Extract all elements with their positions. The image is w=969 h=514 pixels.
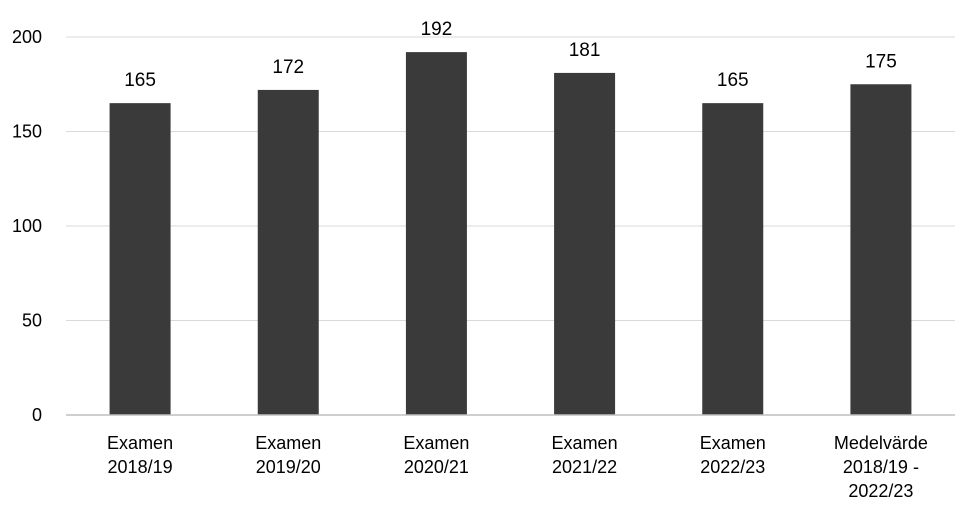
y-tick-label: 50 bbox=[22, 311, 42, 331]
category-label-line: 2018/19 - bbox=[843, 457, 919, 477]
category-label: Examen 2020/21 bbox=[403, 433, 469, 477]
data-labels: 165 172 192 181 165 175 bbox=[124, 19, 897, 91]
y-tick-label: 0 bbox=[32, 405, 42, 425]
data-label: 172 bbox=[272, 57, 304, 78]
category-label-line: Examen bbox=[107, 433, 173, 453]
bar bbox=[850, 84, 912, 415]
y-tick-label: 100 bbox=[12, 216, 42, 236]
bar bbox=[109, 103, 171, 416]
gridlines bbox=[66, 36, 955, 321]
category-label-line: 2020/21 bbox=[404, 457, 469, 477]
category-label-line: Examen bbox=[700, 433, 766, 453]
y-axis-ticks: 0 50 100 150 200 bbox=[12, 27, 42, 425]
bar bbox=[405, 52, 467, 416]
category-label: Examen 2018/19 bbox=[107, 433, 173, 477]
category-label-line: Examen bbox=[552, 433, 618, 453]
data-label: 165 bbox=[717, 70, 749, 91]
data-label: 165 bbox=[124, 70, 156, 91]
category-label-line: 2019/20 bbox=[256, 457, 321, 477]
y-tick-label: 150 bbox=[12, 122, 42, 142]
category-label-line: Medelvärde bbox=[834, 433, 928, 453]
category-label: Examen 2021/22 bbox=[552, 433, 618, 477]
bars bbox=[109, 52, 912, 416]
data-label: 192 bbox=[421, 19, 453, 40]
data-label: 175 bbox=[865, 51, 897, 72]
category-label-line: 2021/22 bbox=[552, 457, 617, 477]
category-label: Examen 2022/23 bbox=[700, 433, 766, 477]
data-label: 181 bbox=[569, 40, 601, 61]
category-label-line: 2018/19 bbox=[108, 457, 173, 477]
y-tick-label: 200 bbox=[12, 27, 42, 47]
category-label: Examen 2019/20 bbox=[255, 433, 321, 477]
bar bbox=[702, 103, 764, 416]
category-label-line: Examen bbox=[255, 433, 321, 453]
bar bbox=[554, 72, 616, 415]
category-label-line: Examen bbox=[403, 433, 469, 453]
category-label-line: 2022/23 bbox=[700, 457, 765, 477]
bar bbox=[257, 89, 319, 416]
category-label: Medelvärde 2018/19 - 2022/23 bbox=[834, 433, 928, 501]
category-label-line: 2022/23 bbox=[848, 481, 913, 501]
